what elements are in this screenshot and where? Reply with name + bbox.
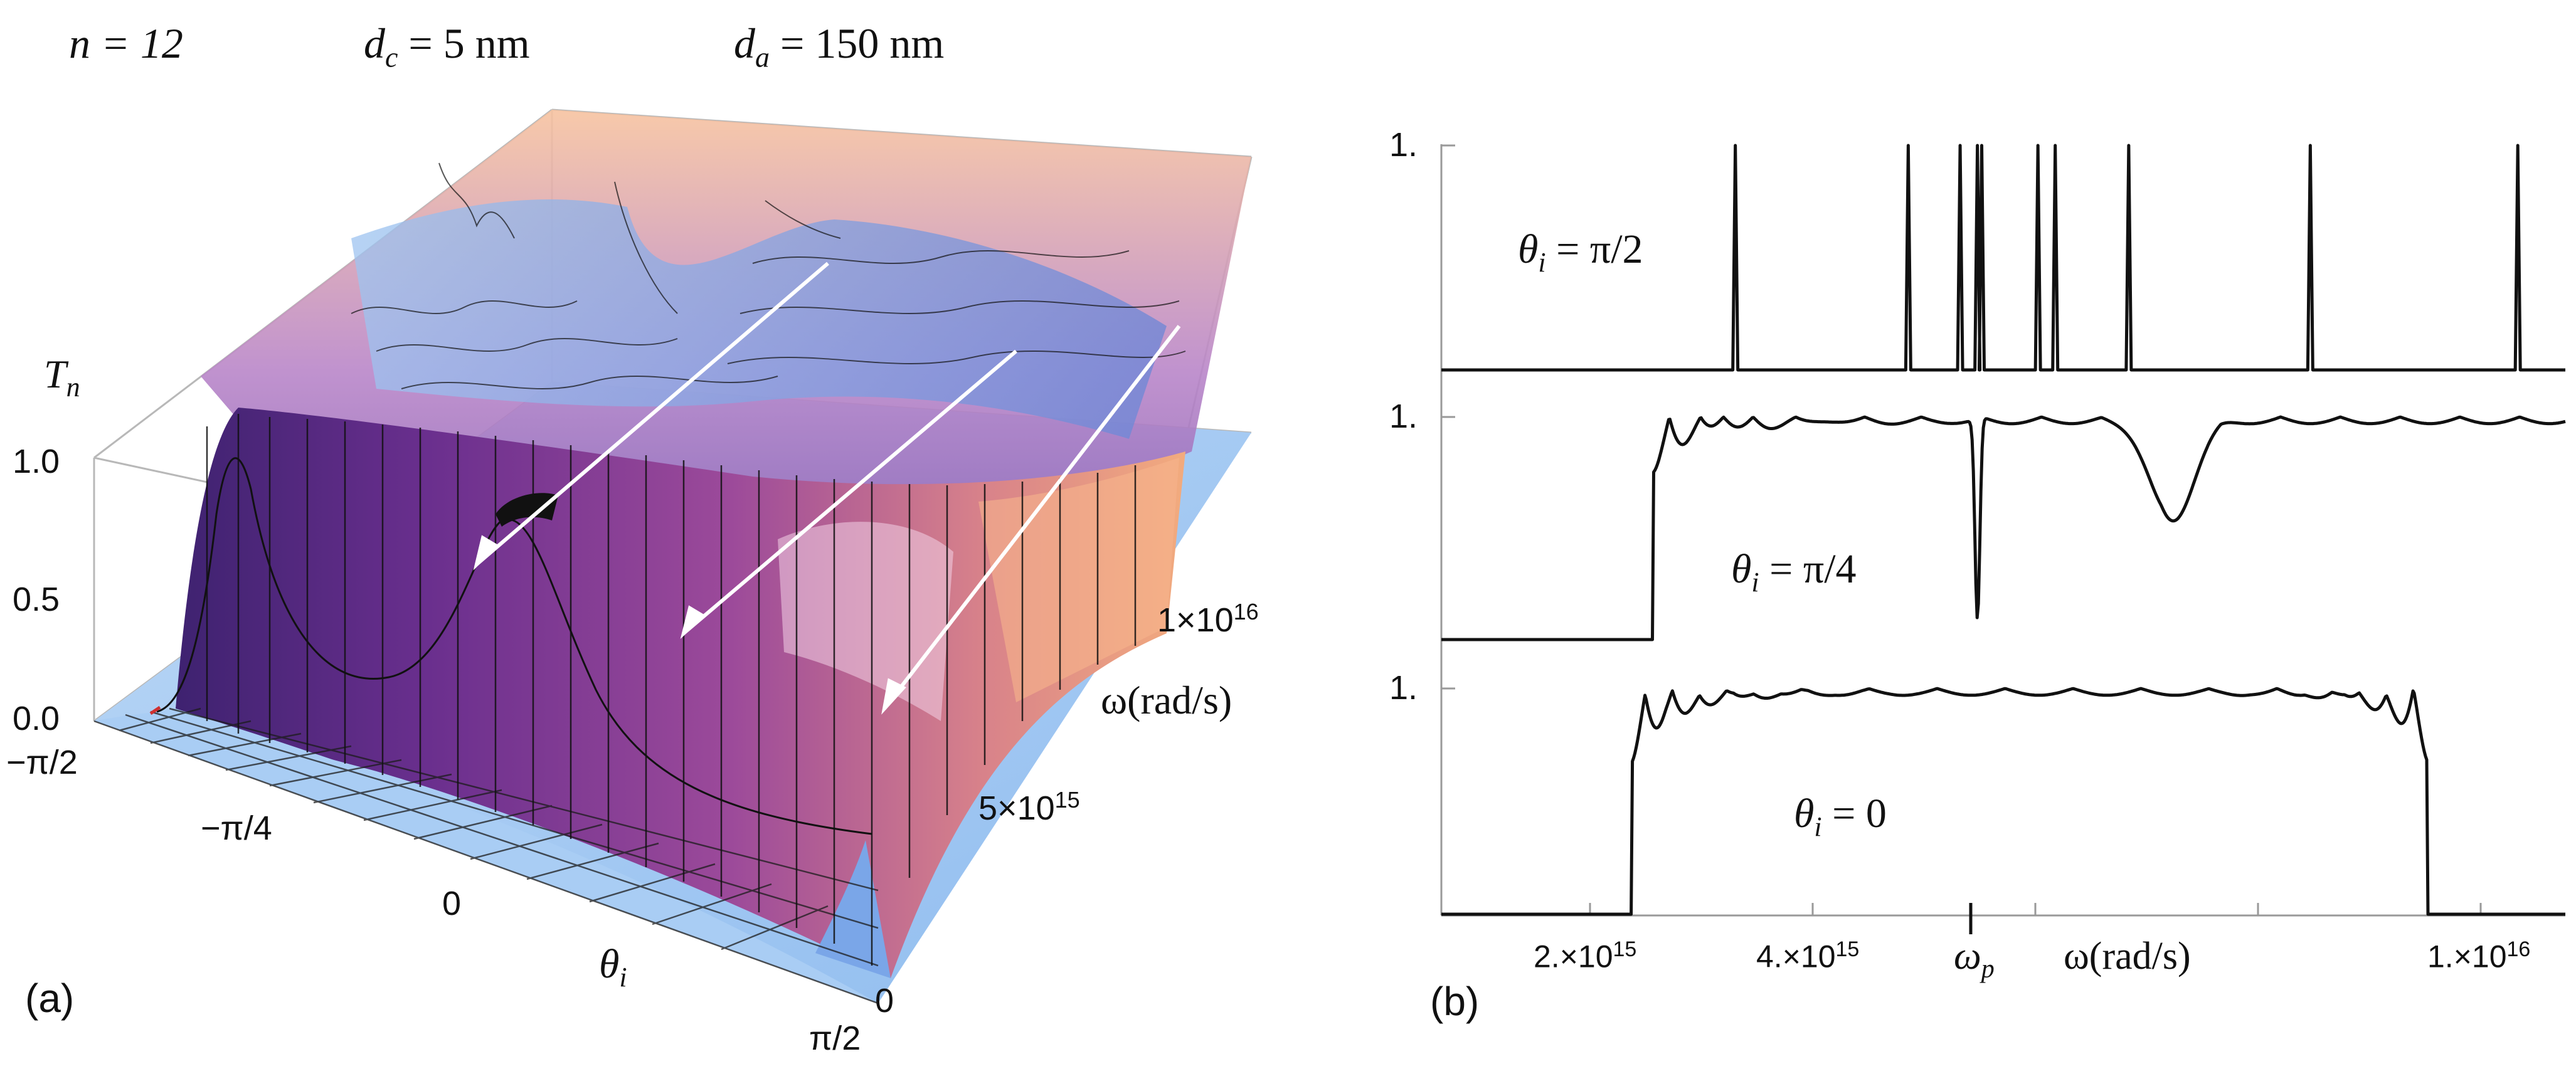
theta-axis-label: θi	[599, 941, 627, 993]
b-x-tick-omega-p: ωp	[1954, 934, 1995, 984]
label-theta-pi-2-sub: i	[1538, 247, 1546, 278]
theta-symbol: θ	[599, 941, 620, 987]
theta-cross-section-curve	[156, 457, 872, 835]
dc-subscript: c	[385, 41, 398, 73]
label-theta-pi-4: θi = π/4	[1731, 546, 1857, 598]
floor-grid	[93, 707, 879, 1005]
omega-tick-1e16-exp: 16	[1233, 599, 1259, 625]
label-theta-0-symbol: θ	[1794, 791, 1815, 836]
theta-subscript: i	[619, 962, 627, 993]
b-y-tick-bottom: 1.	[1389, 669, 1418, 707]
label-theta-pi-4-sub: i	[1751, 567, 1759, 598]
b-x-tick-2e15-base: 2.×10	[1534, 939, 1613, 974]
omega-axis-text: ω(rad/s)	[1101, 678, 1232, 722]
series-theta-pi-4	[1441, 415, 2566, 641]
tn-subscript: n	[66, 371, 80, 403]
omega-tick-1e16: 1×1016	[1157, 599, 1259, 640]
label-theta-pi-4-symbol: θ	[1731, 546, 1752, 592]
direction-arrows	[473, 261, 1181, 715]
b-x-tick-4e15: 4.×1015	[1756, 937, 1859, 975]
ridge-mesh	[351, 162, 1186, 389]
n-parameter-text: n = 12	[69, 19, 183, 67]
da-value: = 150 nm	[770, 19, 945, 67]
panel-b-label: (b)	[1430, 979, 1480, 1024]
z-tick-05: 0.5	[13, 581, 60, 618]
b-x-tick-2e15: 2.×1015	[1534, 937, 1636, 975]
b-x-tick-2e15-exp: 15	[1613, 937, 1637, 961]
b-x-tick-1e16-base: 1.×10	[2427, 939, 2507, 974]
panel-a-3d-surface	[93, 108, 1253, 1005]
b-omega-p-symbol: ω	[1954, 935, 1981, 978]
b-x-tick-4e15-base: 4.×10	[1756, 939, 1836, 974]
omega-tick-5e15: 5×1015	[978, 787, 1080, 828]
b-x-tick-1e16-exp: 16	[2506, 937, 2531, 961]
b-omega-p-subscript: p	[1981, 954, 1995, 984]
label-theta-0-value: = 0	[1821, 791, 1887, 836]
b-y-tick-mid: 1.	[1389, 398, 1418, 435]
b-x-axis-text: ω(rad/s)	[2064, 935, 2191, 978]
omega-axis-label: ω(rad/s)	[1101, 677, 1232, 724]
label-theta-pi-2: θi = π/2	[1518, 226, 1643, 278]
label-theta-0-sub: i	[1814, 811, 1822, 843]
omega-tick-5e15-base: 5×10	[978, 789, 1055, 827]
omega-tick-5e15-exp: 15	[1054, 787, 1080, 813]
da-parameter-label: da = 150 nm	[734, 19, 944, 74]
label-theta-pi-2-symbol: θ	[1518, 226, 1539, 272]
theta-tick-pi-2: π/2	[809, 1020, 861, 1057]
dc-parameter-label: dc = 5 nm	[364, 19, 530, 74]
z-tick-1: 1.0	[13, 443, 60, 480]
wall-mesh	[206, 414, 1137, 966]
omega-tick-1e16-base: 1×10	[1157, 601, 1234, 639]
panel-a-label: (a)	[25, 976, 75, 1021]
series-theta-0	[1441, 687, 2566, 916]
series-theta-pi-2	[1441, 144, 2565, 372]
da-subscript: a	[755, 41, 770, 73]
dc-symbol: d	[364, 19, 385, 67]
tn-symbol: T	[44, 352, 66, 396]
z-tick-0: 0.0	[13, 700, 60, 737]
corner-marker	[149, 705, 161, 715]
label-theta-pi-2-value: = π/2	[1545, 226, 1643, 272]
b-x-tick-4e15-exp: 15	[1835, 937, 1860, 961]
tn-axis-label: Tn	[44, 351, 80, 403]
da-symbol: d	[734, 19, 755, 67]
surface-dark-patch	[496, 493, 558, 527]
b-y-tick-top: 1.	[1389, 126, 1418, 164]
surface-blue-crest	[351, 199, 1167, 439]
n-parameter-label: n = 12	[69, 19, 183, 68]
dc-value: = 5 nm	[398, 19, 530, 67]
label-theta-pi-4-value: = π/4	[1759, 546, 1857, 592]
b-x-tick-1e16: 1.×1016	[2427, 937, 2530, 975]
theta-tick-neg-pi-4: −π/4	[201, 809, 272, 847]
theta-tick-neg-pi-2: −π/2	[6, 744, 78, 781]
b-x-axis-label: ω(rad/s)	[2064, 934, 2191, 979]
omega-tick-0: 0	[875, 982, 894, 1020]
label-theta-0: θi = 0	[1794, 790, 1887, 843]
theta-tick-zero: 0	[442, 885, 462, 922]
